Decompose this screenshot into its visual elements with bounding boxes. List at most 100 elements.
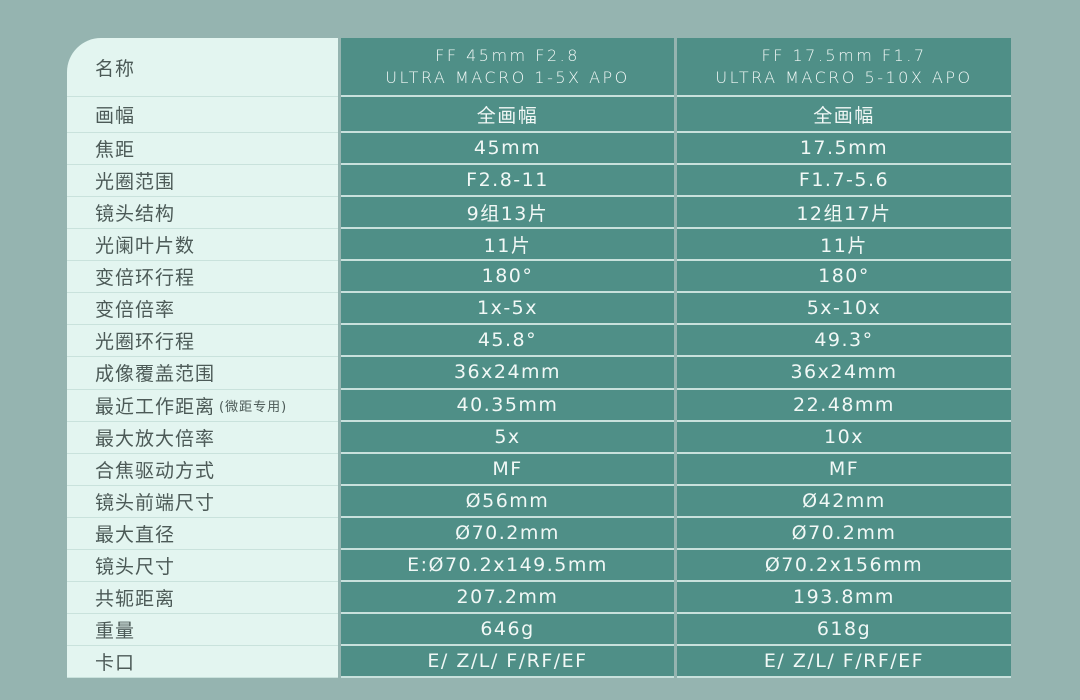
- row-label: 最近工作距离 (微距专用): [67, 389, 338, 422]
- table-row: 卡口 E/ Z/L/ F/RF/EF E/ Z/L/ F/RF/EF: [67, 646, 1011, 679]
- row-label-text: 光圈环行程: [95, 331, 196, 354]
- lens2-value: 10x: [677, 421, 1011, 454]
- row-label-text: 镜头尺寸: [95, 555, 176, 578]
- lens1-value: 646g: [341, 613, 674, 646]
- lens2-value: 11片: [677, 229, 1011, 262]
- lens1-value: 207.2mm: [341, 581, 674, 614]
- lens1-value: 40.35mm: [341, 389, 674, 422]
- row-label: 光圈环行程: [67, 325, 338, 358]
- lens2-value: 17.5mm: [677, 133, 1011, 166]
- row-label: 成像覆盖范围: [67, 357, 338, 390]
- lens1-value: 36x24mm: [341, 357, 674, 390]
- lens2-value: Ø70.2x156mm: [677, 549, 1011, 582]
- row-label: 最大放大倍率: [67, 421, 338, 454]
- lens2-value: 全画幅: [677, 97, 1011, 133]
- table-row: 焦距 45mm 17.5mm: [67, 133, 1011, 166]
- lens1-value: 5x: [341, 421, 674, 454]
- table-row: 最近工作距离 (微距专用) 40.35mm 22.48mm: [67, 389, 1011, 422]
- row-label-text: 镜头结构: [95, 203, 176, 226]
- lens1-value: Ø70.2mm: [341, 517, 674, 550]
- row-label-text: 合焦驱动方式: [95, 459, 216, 482]
- row-label-text: 变倍环行程: [95, 267, 196, 290]
- row-label: 变倍环行程: [67, 261, 338, 294]
- header-row: 名称 FF 45mm F2.8 ULTRA MACRO 1-5X APO FF …: [67, 38, 1011, 97]
- lens2-value: 12组17片: [677, 197, 1011, 230]
- lens2-value: Ø42mm: [677, 485, 1011, 518]
- table-row: 合焦驱动方式 MF MF: [67, 453, 1011, 486]
- table-row: 最大放大倍率 5x 10x: [67, 421, 1011, 454]
- table-row: 光阑叶片数 11片 11片: [67, 229, 1011, 262]
- row-label-text: 最近工作距离: [95, 395, 216, 418]
- row-label-text: 最大放大倍率: [95, 427, 216, 450]
- table-row: 重量 646g 618g: [67, 613, 1011, 646]
- row-label: 重量: [67, 613, 338, 646]
- lens2-value: Ø70.2mm: [677, 517, 1011, 550]
- header-label: 名称: [67, 38, 338, 97]
- lens1-value: 180°: [341, 261, 674, 294]
- table-row: 共轭距离 207.2mm 193.8mm: [67, 581, 1011, 614]
- row-label-text: 焦距: [95, 139, 136, 162]
- row-label: 合焦驱动方式: [67, 453, 338, 486]
- lens2-value: 22.48mm: [677, 389, 1011, 422]
- row-label: 镜头尺寸: [67, 549, 338, 582]
- row-label: 光阑叶片数: [67, 229, 338, 262]
- lens1-name: FF 45mm F2.8 ULTRA MACRO 1-5X APO: [341, 38, 674, 97]
- lens2-value: 180°: [677, 261, 1011, 294]
- row-label-text: 镜头前端尺寸: [95, 491, 216, 514]
- lens2-value: 5x-10x: [677, 293, 1011, 326]
- lens1-value: 45mm: [341, 133, 674, 166]
- lens1-name-line1: FF 45mm F2.8: [435, 45, 580, 65]
- table-row: 最大直径 Ø70.2mm Ø70.2mm: [67, 517, 1011, 550]
- row-label: 焦距: [67, 133, 338, 166]
- table-row: 镜头尺寸 E:Ø70.2x149.5mm Ø70.2x156mm: [67, 549, 1011, 582]
- lens2-name-line2: ULTRA MACRO 5-10X APO: [715, 67, 973, 87]
- table-row: 光圈环行程 45.8° 49.3°: [67, 325, 1011, 358]
- lens2-value: E/ Z/L/ F/RF/EF: [677, 646, 1011, 679]
- row-label-text: 成像覆盖范围: [95, 363, 216, 386]
- row-label-note: (微距专用): [219, 399, 288, 415]
- row-label-text: 重量: [95, 619, 136, 642]
- row-label-text: 光阑叶片数: [95, 235, 196, 258]
- row-label: 光圈范围: [67, 165, 338, 198]
- row-label-text: 共轭距离: [95, 587, 176, 610]
- lens1-value: Ø56mm: [341, 485, 674, 518]
- lens1-value: F2.8-11: [341, 165, 674, 198]
- lens2-name-line1: FF 17.5mm F1.7: [761, 45, 927, 65]
- row-label: 镜头结构: [67, 197, 338, 230]
- row-label-text: 画幅: [95, 105, 136, 127]
- lens2-value: 36x24mm: [677, 357, 1011, 390]
- row-label: 镜头前端尺寸: [67, 485, 338, 518]
- lens1-value: 1x-5x: [341, 293, 674, 326]
- lens1-value: 9组13片: [341, 197, 674, 230]
- row-label-text: 光圈范围: [95, 171, 176, 194]
- lens1-value: 45.8°: [341, 325, 674, 358]
- row-label-text: 最大直径: [95, 523, 176, 546]
- table-row: 画幅 全画幅 全画幅: [67, 97, 1011, 133]
- lens2-value: 618g: [677, 613, 1011, 646]
- table-row: 变倍倍率 1x-5x 5x-10x: [67, 293, 1011, 326]
- row-label: 最大直径: [67, 517, 338, 550]
- lens1-value: 全画幅: [341, 97, 674, 133]
- lens1-value: 11片: [341, 229, 674, 262]
- table-row: 成像覆盖范围 36x24mm 36x24mm: [67, 357, 1011, 390]
- lens1-value: MF: [341, 453, 674, 486]
- lens1-value: E/ Z/L/ F/RF/EF: [341, 646, 674, 679]
- lens2-value: F1.7-5.6: [677, 165, 1011, 198]
- table-row: 镜头前端尺寸 Ø56mm Ø42mm: [67, 485, 1011, 518]
- row-label-text: 卡口: [95, 652, 136, 675]
- row-label: 画幅: [67, 97, 338, 133]
- table-row: 光圈范围 F2.8-11 F1.7-5.6: [67, 165, 1011, 198]
- row-label: 卡口: [67, 646, 338, 679]
- spec-table: 名称 FF 45mm F2.8 ULTRA MACRO 1-5X APO FF …: [67, 38, 1011, 679]
- table-row: 镜头结构 9组13片 12组17片: [67, 197, 1011, 230]
- row-label: 变倍倍率: [67, 293, 338, 326]
- lens1-value: E:Ø70.2x149.5mm: [341, 549, 674, 582]
- lens2-value: 49.3°: [677, 325, 1011, 358]
- lens2-name: FF 17.5mm F1.7 ULTRA MACRO 5-10X APO: [677, 38, 1011, 97]
- lens2-value: MF: [677, 453, 1011, 486]
- lens2-value: 193.8mm: [677, 581, 1011, 614]
- row-label: 共轭距离: [67, 581, 338, 614]
- lens1-name-line2: ULTRA MACRO 1-5X APO: [385, 67, 630, 87]
- row-label-text: 变倍倍率: [95, 299, 176, 322]
- table-row: 变倍环行程 180° 180°: [67, 261, 1011, 294]
